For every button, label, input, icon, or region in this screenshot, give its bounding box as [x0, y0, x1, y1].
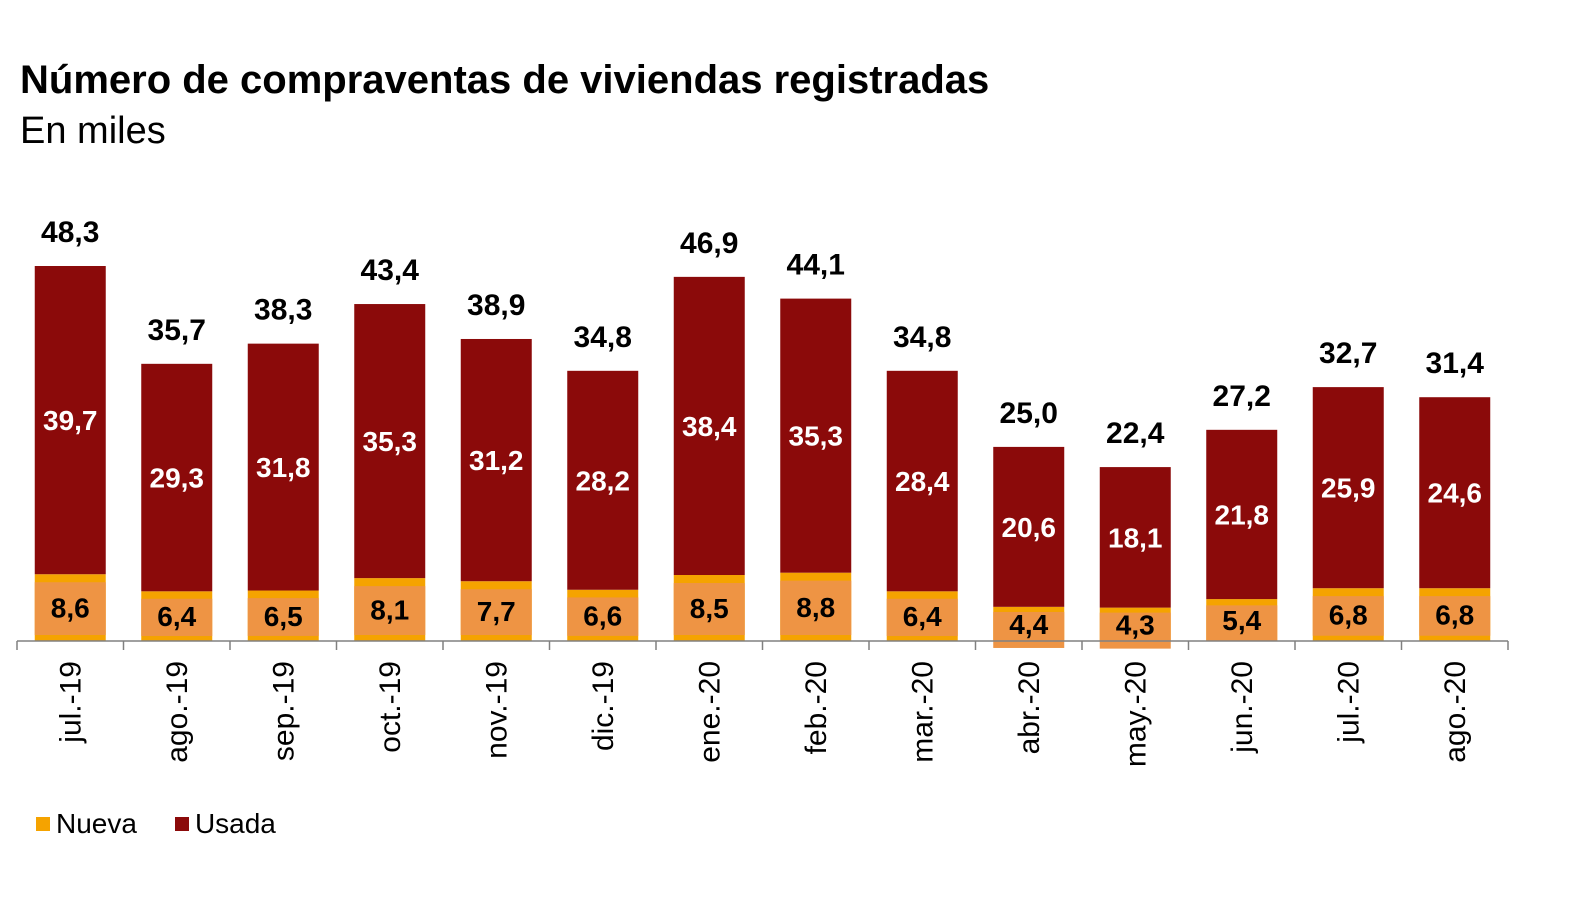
- label-nueva: 8,5: [690, 593, 729, 624]
- data-labels-group: 8,6 39,7 48,3 6,4 29,3 35,7 6,5 31,8 38,3 8,1 35,3…: [41, 216, 1484, 640]
- bar-usada-mar.-20: [886, 370, 958, 592]
- label-nueva: 8,6: [51, 593, 90, 624]
- bar-nueva-label-band: [460, 589, 532, 636]
- bar-usada-jul.-19: [34, 266, 106, 575]
- legend-label-nueva: Nueva: [56, 808, 137, 839]
- label-nueva: 6,8: [1435, 600, 1474, 631]
- label-total: 32,7: [1319, 337, 1377, 370]
- tick-label: oct.-19: [374, 661, 407, 753]
- label-usada: 38,4: [682, 411, 737, 442]
- tick-label: sep.-19: [267, 661, 300, 761]
- label-total: 22,4: [1106, 417, 1165, 450]
- label-total: 46,9: [680, 227, 738, 260]
- tick-label: nov.-19: [480, 661, 513, 759]
- label-nueva: 4,3: [1116, 609, 1155, 640]
- chart-subtitle: En miles: [20, 110, 166, 152]
- label-usada: 35,3: [363, 426, 418, 457]
- bar-usada-feb.-20: [780, 298, 852, 573]
- bar-usada-abr.-20: [993, 446, 1065, 607]
- tick-label: abr.-20: [1013, 661, 1046, 754]
- tick-label: feb.-20: [800, 661, 833, 754]
- label-usada: 31,2: [469, 445, 524, 476]
- tick-label: mar.-20: [906, 661, 939, 763]
- legend-swatch-usada: [174, 817, 189, 831]
- bar-usada-jul.-20: [1312, 387, 1384, 589]
- label-nueva: 4,4: [1009, 609, 1048, 640]
- bar-usada-ago.-19: [141, 363, 213, 592]
- tick-label: jun.-20: [1226, 661, 1259, 754]
- label-nueva: 6,4: [157, 601, 196, 632]
- label-usada: 18,1: [1108, 522, 1163, 553]
- label-total: 44,1: [787, 249, 845, 282]
- label-nueva: 5,4: [1222, 605, 1261, 636]
- bar-usada-jun.-20: [1206, 429, 1278, 600]
- label-usada: 31,8: [256, 452, 311, 483]
- bar-nueva-label-band: [1206, 605, 1278, 642]
- bar-usada-nov.-19: [460, 338, 532, 582]
- tick-label: ago.-19: [161, 661, 194, 763]
- label-usada: 25,9: [1321, 473, 1376, 504]
- label-usada: 20,6: [1002, 512, 1057, 543]
- bar-nueva-label-band: [141, 598, 213, 637]
- bar-usada-ene.-20: [673, 276, 745, 576]
- label-total: 48,3: [41, 216, 99, 249]
- bars-group: [34, 266, 1491, 649]
- chart-title: Número de compraventas de viviendas regi…: [20, 58, 990, 102]
- bar-nueva-label-band: [247, 598, 319, 636]
- bar-nueva-label-band: [354, 586, 426, 635]
- bar-nueva-label-band: [780, 580, 852, 635]
- bar-usada-ago.-20: [1419, 397, 1491, 589]
- bar-nueva-label-band: [993, 611, 1065, 648]
- label-total: 43,4: [361, 254, 420, 287]
- bar-nueva-label-band: [1312, 596, 1384, 636]
- legend: Nueva Usada: [36, 808, 314, 840]
- legend-item-usada: Usada: [174, 808, 276, 840]
- label-nueva: 6,4: [903, 601, 942, 632]
- bar-usada-may.-20: [1099, 467, 1171, 608]
- label-nueva: 7,7: [477, 596, 516, 627]
- tick-label: dic.-19: [587, 661, 620, 751]
- label-total: 31,4: [1426, 347, 1485, 380]
- label-usada: 28,4: [895, 466, 950, 497]
- bar-usada-sep.-19: [247, 343, 319, 591]
- bar-nueva-label-band: [673, 583, 745, 635]
- label-total: 38,3: [254, 294, 312, 327]
- label-nueva: 6,8: [1329, 600, 1368, 631]
- label-total: 34,8: [893, 321, 951, 354]
- tick-label: jul.-19: [54, 661, 87, 744]
- label-total: 34,8: [574, 321, 632, 354]
- label-usada: 29,3: [150, 463, 205, 494]
- label-nueva: 8,1: [370, 595, 409, 626]
- bar-usada-oct.-19: [354, 304, 426, 579]
- label-total: 38,9: [467, 289, 525, 322]
- label-usada: 21,8: [1215, 499, 1270, 530]
- label-nueva: 8,8: [796, 592, 835, 623]
- label-usada: 28,2: [576, 465, 631, 496]
- label-nueva: 6,5: [264, 601, 303, 632]
- bar-nueva-label-band: [1419, 596, 1491, 636]
- bar-nueva-label-band: [1099, 612, 1171, 649]
- label-total: 27,2: [1213, 380, 1271, 413]
- bar-nueva-label-band: [886, 598, 958, 637]
- legend-label-usada: Usada: [194, 808, 276, 839]
- label-usada: 39,7: [43, 405, 98, 436]
- label-usada: 35,3: [789, 421, 844, 452]
- legend-item-nueva: Nueva: [36, 808, 137, 840]
- label-total: 35,7: [148, 314, 206, 347]
- label-nueva: 6,6: [583, 600, 622, 631]
- tick-label: ene.-20: [693, 661, 726, 763]
- x-axis: jul.-19 ago.-19 sep.-19 oct.-19 nov.-19 dic.-…: [16, 640, 1509, 767]
- bar-usada-dic.-19: [567, 370, 639, 590]
- bar-nueva-label-band: [34, 582, 106, 635]
- label-total: 25,0: [1000, 397, 1058, 430]
- tick-label: ago.-20: [1439, 661, 1472, 763]
- tick-label: jul.-20: [1332, 661, 1365, 744]
- label-usada: 24,6: [1428, 478, 1483, 509]
- legend-swatch-nueva: [36, 817, 50, 831]
- tick-label: may.-20: [1119, 661, 1152, 767]
- bar-nueva-label-band: [567, 597, 639, 636]
